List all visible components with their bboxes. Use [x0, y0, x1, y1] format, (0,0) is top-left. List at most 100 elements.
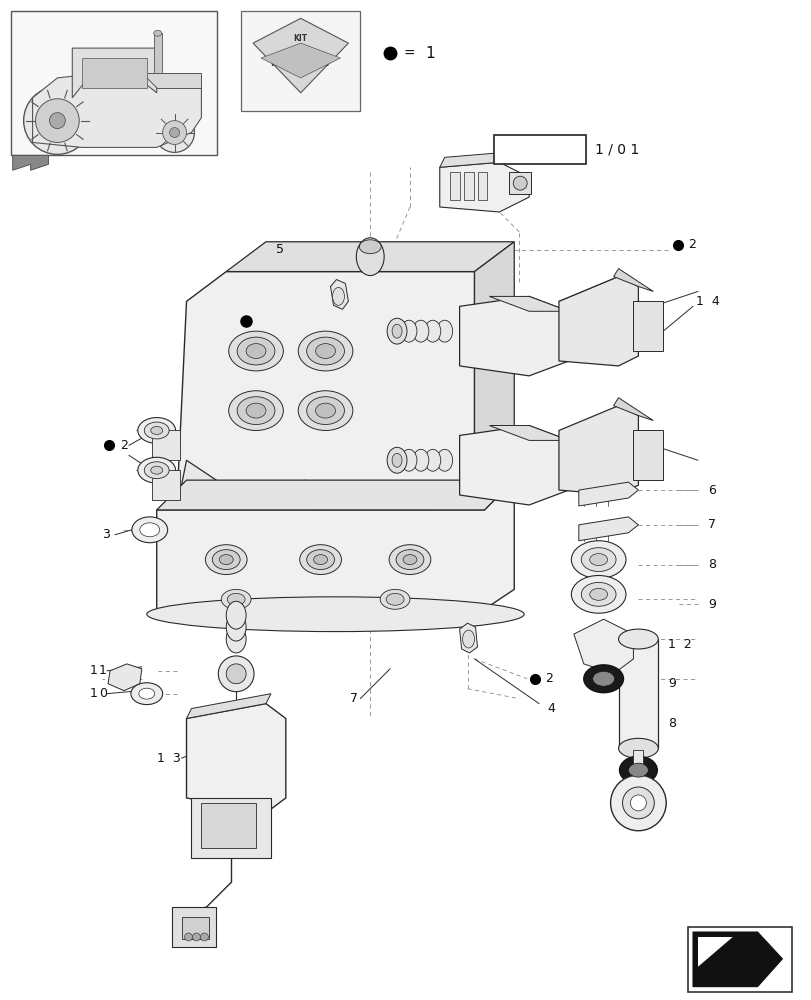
Ellipse shape — [299, 545, 341, 574]
Ellipse shape — [226, 601, 246, 629]
Ellipse shape — [138, 457, 175, 483]
Text: 2: 2 — [544, 672, 552, 685]
Ellipse shape — [315, 344, 335, 358]
Polygon shape — [13, 155, 49, 170]
Polygon shape — [226, 242, 513, 272]
Ellipse shape — [589, 588, 607, 600]
Polygon shape — [157, 480, 513, 609]
Ellipse shape — [307, 337, 344, 365]
Ellipse shape — [436, 449, 452, 471]
Ellipse shape — [392, 324, 401, 338]
Ellipse shape — [581, 548, 616, 572]
Bar — [11, 11, 217, 155]
Ellipse shape — [315, 403, 335, 418]
Bar — [241, 11, 360, 111]
Text: 2: 2 — [120, 439, 127, 452]
Text: 4: 4 — [547, 702, 554, 715]
Ellipse shape — [402, 555, 416, 565]
Polygon shape — [474, 242, 513, 470]
Text: 1: 1 — [89, 687, 97, 700]
Ellipse shape — [583, 665, 623, 693]
Ellipse shape — [424, 449, 440, 471]
Ellipse shape — [401, 449, 416, 471]
Polygon shape — [187, 704, 285, 813]
Ellipse shape — [359, 240, 380, 254]
Ellipse shape — [387, 318, 406, 344]
Text: 1  4: 1 4 — [695, 295, 719, 308]
Circle shape — [226, 664, 246, 684]
FancyBboxPatch shape — [494, 135, 585, 164]
Ellipse shape — [388, 545, 431, 574]
Text: 0: 0 — [99, 687, 107, 700]
Ellipse shape — [386, 593, 404, 605]
Circle shape — [629, 795, 646, 811]
Circle shape — [24, 87, 91, 154]
Ellipse shape — [246, 403, 266, 418]
Polygon shape — [440, 162, 529, 212]
Circle shape — [200, 933, 208, 941]
Circle shape — [155, 113, 194, 152]
Ellipse shape — [571, 575, 625, 613]
Ellipse shape — [139, 523, 160, 537]
Ellipse shape — [436, 320, 452, 342]
Text: 9: 9 — [667, 677, 676, 690]
Ellipse shape — [619, 756, 656, 784]
Circle shape — [610, 775, 665, 831]
Polygon shape — [330, 280, 348, 309]
Ellipse shape — [307, 550, 334, 570]
Polygon shape — [459, 623, 477, 653]
Text: 1  2: 1 2 — [667, 638, 691, 651]
Polygon shape — [459, 296, 569, 376]
Text: 7: 7 — [707, 518, 715, 531]
Bar — [508, 172, 530, 194]
Bar — [618, 639, 658, 748]
Polygon shape — [176, 460, 305, 560]
Circle shape — [622, 787, 654, 819]
Polygon shape — [489, 426, 569, 440]
Ellipse shape — [229, 391, 283, 430]
Polygon shape — [613, 269, 653, 291]
Ellipse shape — [424, 320, 440, 342]
Ellipse shape — [392, 453, 401, 467]
Text: KIT: KIT — [270, 59, 287, 68]
Polygon shape — [187, 694, 271, 718]
Polygon shape — [578, 482, 637, 506]
Ellipse shape — [131, 517, 167, 543]
Text: 1 . 7 5: 1 . 7 5 — [517, 142, 561, 156]
Ellipse shape — [298, 331, 353, 371]
Text: 7: 7 — [350, 692, 358, 705]
Ellipse shape — [380, 589, 410, 609]
Bar — [687, 927, 792, 992]
Ellipse shape — [227, 593, 245, 605]
Ellipse shape — [618, 629, 658, 649]
Polygon shape — [558, 406, 637, 495]
Ellipse shape — [246, 344, 266, 358]
Ellipse shape — [581, 582, 616, 606]
Ellipse shape — [226, 625, 246, 653]
Ellipse shape — [147, 597, 524, 632]
Ellipse shape — [313, 555, 327, 565]
Text: 8: 8 — [707, 558, 715, 571]
Polygon shape — [171, 907, 216, 947]
Polygon shape — [692, 932, 782, 987]
Polygon shape — [489, 296, 569, 311]
Circle shape — [192, 933, 200, 941]
Text: 2: 2 — [687, 238, 695, 251]
Ellipse shape — [151, 427, 162, 434]
Ellipse shape — [401, 320, 416, 342]
Text: 1  3: 1 3 — [157, 752, 180, 765]
Ellipse shape — [205, 545, 247, 574]
Polygon shape — [440, 152, 504, 167]
Ellipse shape — [413, 449, 428, 471]
Text: 9: 9 — [707, 598, 715, 611]
Ellipse shape — [144, 422, 169, 439]
Polygon shape — [578, 517, 637, 541]
Polygon shape — [558, 277, 637, 366]
Ellipse shape — [139, 688, 155, 699]
Ellipse shape — [307, 397, 344, 425]
Text: 1: 1 — [99, 664, 107, 677]
Circle shape — [169, 128, 179, 137]
Circle shape — [218, 656, 254, 692]
Polygon shape — [459, 426, 569, 505]
Polygon shape — [260, 43, 340, 78]
